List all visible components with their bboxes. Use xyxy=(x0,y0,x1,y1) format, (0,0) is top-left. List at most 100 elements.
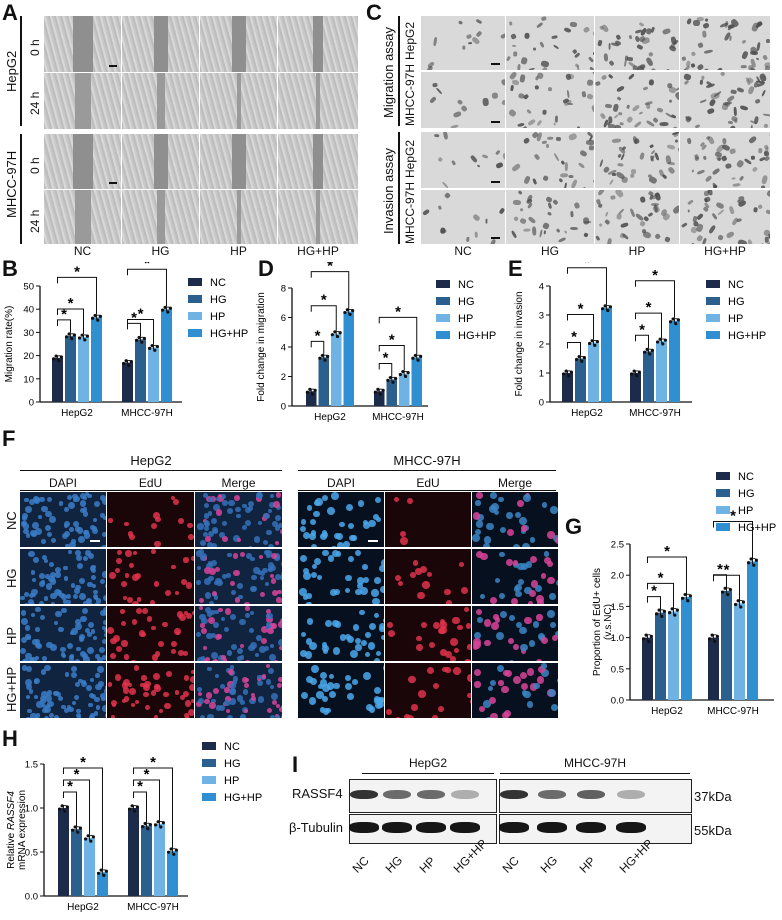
y-tick-label: 1.5 xyxy=(611,602,624,613)
nucleus xyxy=(105,684,106,691)
nucleus xyxy=(239,618,246,626)
cell xyxy=(500,32,505,39)
nucleus xyxy=(261,637,268,645)
data-point xyxy=(70,337,74,341)
transwell-image xyxy=(680,190,770,244)
nucleus xyxy=(122,678,130,686)
data-point xyxy=(736,599,740,603)
nucleus xyxy=(513,676,522,685)
nucleus xyxy=(127,596,134,603)
nucleus xyxy=(328,555,335,562)
nucleus xyxy=(427,666,435,675)
nucleus xyxy=(333,647,341,655)
nucleus xyxy=(519,671,527,679)
y-tick-label: 1.5 xyxy=(25,760,38,771)
cell xyxy=(691,169,695,174)
nucleus xyxy=(263,645,270,652)
sig-bracket xyxy=(567,267,607,305)
nucleus xyxy=(105,583,106,588)
bar-hp xyxy=(78,337,89,402)
nucleus xyxy=(310,664,319,673)
data-point xyxy=(150,344,154,348)
nucleus xyxy=(535,585,543,593)
nucleus xyxy=(196,565,202,571)
nucleus xyxy=(321,696,328,703)
nucleus xyxy=(280,618,282,625)
nucleus xyxy=(493,614,499,620)
data-point xyxy=(601,307,605,311)
nucleus xyxy=(410,572,417,579)
cell xyxy=(769,77,770,87)
nucleus xyxy=(94,500,101,508)
nucleus xyxy=(79,507,86,513)
nucleus xyxy=(223,626,229,632)
cell xyxy=(501,152,505,160)
nucleus xyxy=(74,681,80,688)
cell xyxy=(747,135,758,145)
col-label-hp-a: HP xyxy=(230,244,247,258)
nucleus xyxy=(206,563,213,570)
nucleus xyxy=(520,525,528,533)
cell xyxy=(697,17,705,22)
data-point xyxy=(52,357,56,361)
nucleus xyxy=(185,582,193,589)
sig-bracket xyxy=(133,791,147,823)
nucleus xyxy=(73,495,80,502)
nucleus xyxy=(71,665,78,673)
cell xyxy=(694,156,700,162)
wound-gap xyxy=(72,16,93,72)
nucleus xyxy=(269,574,274,579)
nucleus xyxy=(237,655,243,661)
nucleus xyxy=(248,627,254,634)
cell xyxy=(506,55,512,62)
data-point xyxy=(608,305,612,309)
nucleus xyxy=(255,492,263,499)
nucleus xyxy=(124,521,129,527)
nucleus xyxy=(308,697,317,706)
nucleus xyxy=(38,600,44,604)
row-label-mhcc-c1: MHCC-97H xyxy=(403,63,417,126)
cell xyxy=(763,155,770,162)
nucleus xyxy=(82,555,88,561)
nucleus xyxy=(72,593,78,599)
nucleus xyxy=(265,663,271,669)
nucleus xyxy=(536,614,543,621)
cell xyxy=(606,237,613,244)
data-point xyxy=(658,337,662,341)
nucleus xyxy=(99,646,106,653)
cell xyxy=(763,113,770,117)
nucleus xyxy=(445,667,451,673)
data-point xyxy=(65,805,69,809)
nucleus xyxy=(483,619,492,627)
nucleus xyxy=(64,523,69,528)
data-point xyxy=(169,847,173,851)
data-point xyxy=(644,633,648,637)
wound-gap xyxy=(316,73,320,129)
nucleus xyxy=(349,534,356,542)
nucleus xyxy=(329,674,335,680)
sig-star: * xyxy=(144,262,150,272)
nucleus xyxy=(105,712,106,718)
scale-bar xyxy=(491,121,500,123)
cell xyxy=(639,220,647,228)
wound-gap xyxy=(313,134,323,189)
nucleus xyxy=(514,511,521,518)
row-label-nc-f: NC xyxy=(4,511,19,530)
bar-nc xyxy=(630,373,641,402)
band-tubulin xyxy=(349,822,379,833)
nucleus xyxy=(270,685,275,690)
nucleus xyxy=(547,561,553,567)
nucleus xyxy=(412,560,418,566)
data-point xyxy=(391,380,395,384)
cell xyxy=(627,72,635,80)
cell xyxy=(539,41,545,48)
sig-bracket xyxy=(713,574,740,601)
cell xyxy=(617,162,624,167)
nucleus xyxy=(90,629,96,635)
nucleus xyxy=(432,682,439,689)
data-point xyxy=(91,316,95,320)
nucleus xyxy=(93,603,100,604)
wound-gap xyxy=(236,190,241,244)
nucleus xyxy=(416,591,425,600)
nucleus xyxy=(99,578,105,585)
